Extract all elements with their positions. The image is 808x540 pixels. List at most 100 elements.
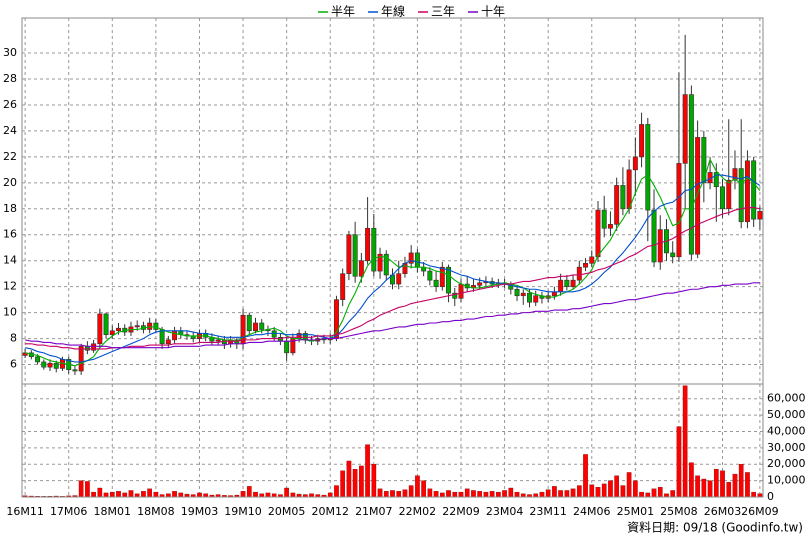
legend-label: 半年	[331, 5, 355, 19]
volume-bar	[633, 480, 638, 498]
candle-body	[607, 224, 613, 229]
x-tick-label: 23M04	[486, 505, 524, 518]
x-tick-label: 22M09	[442, 505, 480, 518]
candle-body	[527, 292, 532, 303]
labels: 6 8 10 12 14 16 18 20 22 24 26 28 30 0 10,000 20,000 30,…	[3, 4, 806, 519]
candle-body	[520, 292, 526, 297]
candle-body	[695, 137, 701, 255]
volume-bar	[458, 491, 464, 498]
candle-body	[738, 168, 744, 223]
candle-body	[751, 160, 757, 220]
volume-bar	[122, 492, 128, 498]
candle-body	[639, 124, 645, 158]
x-tick-label: 22M02	[399, 505, 437, 518]
volume-bar	[707, 480, 713, 498]
volume-bar	[91, 491, 96, 498]
volume-bar	[246, 486, 252, 498]
candle-body	[458, 283, 464, 299]
y-tick-label: 26	[3, 98, 17, 111]
y-tick-label: 12	[3, 280, 17, 293]
x-tick-label: 17M06	[50, 505, 88, 518]
x-tick-label: 19M10	[224, 505, 262, 518]
volume-bar	[552, 486, 557, 498]
volume-bar	[576, 485, 582, 498]
volume-bar	[340, 470, 346, 498]
y-tick-label: 18	[3, 202, 17, 215]
y-tick-label: 10	[3, 306, 17, 319]
ma-line	[24, 282, 760, 349]
volume-bar	[240, 491, 246, 498]
volume-bar	[657, 487, 663, 498]
volume-bar	[197, 492, 202, 498]
volume-bar	[713, 469, 719, 498]
ma-line	[24, 174, 761, 363]
candle-body	[340, 273, 346, 300]
volume-bar	[253, 491, 258, 498]
volume-bar	[290, 492, 296, 498]
ma-line	[25, 206, 761, 350]
volume-bar	[483, 491, 489, 498]
volume-bar	[589, 484, 595, 498]
source-note: 資料日期: 09/18 (Goodinfo.tw)	[627, 521, 803, 535]
candle-body	[97, 313, 103, 345]
volume-bar	[514, 491, 520, 498]
candle-body	[564, 279, 570, 287]
y-tick-label: 24	[3, 124, 17, 137]
candle-body	[414, 252, 420, 268]
volume-bar	[265, 492, 271, 498]
candle-body	[744, 160, 750, 223]
candle-body	[570, 279, 576, 287]
y-tick-label: 22	[3, 150, 17, 163]
volume-bar	[464, 488, 470, 498]
y-tick-label: 6	[10, 358, 17, 371]
candle-body	[103, 313, 109, 335]
volume-bar	[570, 488, 576, 498]
y2-tick-label: 0	[767, 490, 774, 503]
candle-body	[134, 325, 140, 328]
candle-body	[757, 211, 763, 220]
volume-bar	[365, 444, 370, 498]
volume-bar	[558, 490, 563, 498]
volume-bar	[153, 491, 159, 498]
candle-body	[533, 295, 539, 303]
volume-bar	[116, 491, 121, 498]
volume-bar	[701, 478, 707, 498]
candle-body	[91, 343, 97, 351]
volume-bar	[390, 490, 395, 498]
y2-tick-label: 60,000	[767, 392, 806, 405]
x-tick-label: 16M11	[6, 505, 44, 518]
volume-bar	[496, 491, 501, 498]
candle-body	[253, 322, 258, 332]
candle-body	[626, 169, 632, 210]
candle-body	[352, 234, 358, 277]
volume-bar	[720, 470, 725, 498]
volume-bar	[583, 454, 588, 498]
volume-bar	[608, 480, 613, 498]
x-tick-label: 25M08	[660, 505, 698, 518]
volume-bar	[626, 472, 632, 498]
candle-body	[72, 369, 78, 372]
y-tick-label: 8	[10, 332, 17, 345]
candle-body	[371, 227, 377, 272]
volume-bar	[396, 491, 402, 498]
candle-body	[558, 279, 564, 293]
volume-bar	[745, 472, 750, 498]
candle-body	[165, 339, 171, 345]
candle-body	[439, 266, 445, 287]
candle-body	[147, 322, 153, 330]
y2-tick-label: 40,000	[767, 424, 806, 437]
volume-bar	[383, 491, 389, 498]
candle-body	[215, 339, 221, 342]
candle-body	[446, 266, 452, 294]
candle-body	[271, 330, 277, 338]
volume-bar	[471, 490, 476, 498]
candle-body	[246, 314, 252, 332]
volume-bar	[695, 475, 700, 498]
x-tick-label: 23M11	[529, 505, 567, 518]
volume-bar	[639, 491, 644, 498]
x-tick-label: 26M03	[704, 505, 742, 518]
candle-body	[172, 330, 178, 341]
volume-bar	[97, 487, 103, 498]
candle-body	[676, 163, 682, 258]
volume-bar	[676, 426, 682, 498]
